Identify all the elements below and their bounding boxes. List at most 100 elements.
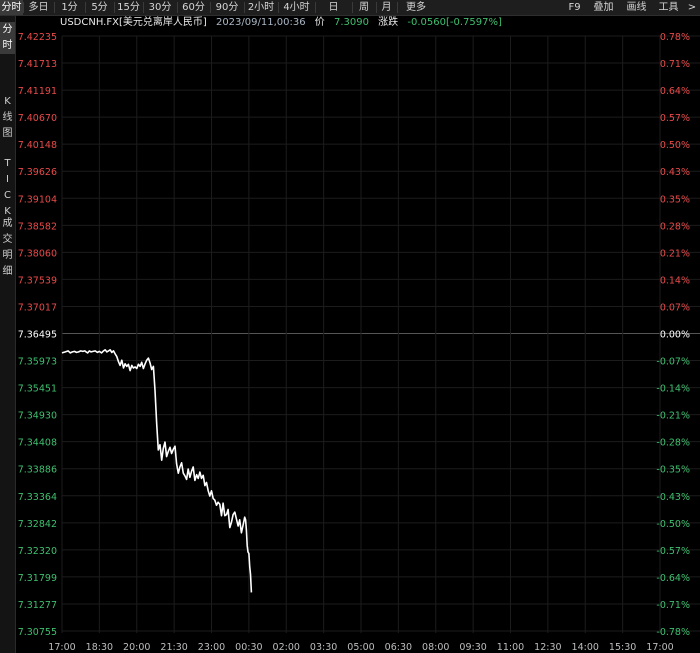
percent-tick-label: -0.50% (656, 519, 690, 530)
time-tick-label: 21:30 (160, 642, 187, 653)
tab-separator (278, 2, 279, 13)
percent-tick-label: -0.71% (656, 600, 690, 611)
percent-tick-label: -0.14% (656, 384, 690, 395)
tab-3[interactable]: 5分 (91, 2, 108, 13)
price-tick-label: 7.36495 (18, 330, 57, 341)
price-tick-label: 7.30755 (18, 627, 57, 638)
price-tick-label: 7.35451 (18, 384, 57, 395)
percent-tick-label: 0.57% (660, 113, 690, 124)
tab-separator (85, 2, 86, 13)
percent-tick-label: -0.28% (656, 438, 690, 449)
time-tick-label: 05:00 (347, 642, 374, 653)
tab-5[interactable]: 30分 (148, 2, 172, 13)
percent-tick-label: 0.43% (660, 167, 690, 178)
side-tab-0[interactable]: 分时 (0, 22, 15, 54)
price-tick-label: 7.38060 (18, 248, 57, 259)
percent-tick-label: 0.78% (660, 32, 690, 43)
datetime-label: 2023/09/11,00:36 (215, 17, 306, 28)
right-tab-2[interactable]: 画线 (626, 2, 647, 13)
right-tab-1[interactable]: 叠加 (593, 2, 614, 13)
time-tick-label: 20:00 (123, 642, 150, 653)
tab-12[interactable]: 月 (381, 2, 392, 13)
time-tick-label: 08:00 (422, 642, 449, 653)
tab-separator (244, 2, 245, 13)
side-tab-char: K (4, 206, 11, 217)
tab-separator (352, 2, 353, 13)
price-caption: 价 (314, 17, 325, 28)
tab-11[interactable]: 周 (359, 2, 369, 13)
price-tick-label: 7.33364 (18, 492, 57, 503)
time-tick-label: 15:30 (609, 642, 636, 653)
tab-10[interactable]: 日 (328, 2, 339, 13)
percent-axis: 0.78% 0.71% 0.64% 0.57% 0.50% 0.43% 0.35% 0.28%… (656, 32, 690, 638)
tab-4[interactable]: 15分 (117, 2, 140, 13)
tab-separator (177, 2, 178, 13)
percent-tick-label: 0.28% (660, 221, 690, 232)
side-tab-char: T (4, 158, 11, 169)
time-tick-label: 14:00 (572, 642, 599, 653)
tab-separator (114, 2, 115, 13)
time-tick-label: 23:00 (198, 642, 225, 653)
tab-13[interactable]: 更多 (406, 2, 426, 13)
percent-tick-label: -0.07% (656, 357, 690, 368)
tab-8[interactable]: 2小时 (247, 2, 275, 13)
time-tick-label: 17:00 (48, 642, 75, 653)
right-tab-3[interactable]: 工具 (658, 2, 679, 13)
side-tab-char: I (6, 174, 9, 185)
percent-tick-label: 0.35% (660, 194, 690, 205)
tab-separator (315, 2, 316, 13)
side-tab-char: 分 (2, 24, 13, 35)
tab-separator (23, 2, 24, 13)
tab-9[interactable]: 4小时 (283, 2, 310, 13)
price-tick-label: 7.39626 (18, 167, 57, 178)
right-tab-0[interactable]: F9 (568, 2, 581, 13)
time-tick-label: 17:00 (646, 642, 673, 653)
side-tab-char: C (4, 190, 11, 201)
price-tick-label: 7.31799 (18, 573, 57, 584)
side-tab-char: 线 (2, 112, 13, 123)
price-tick-label: 7.37539 (18, 275, 57, 286)
tab-1[interactable]: 多日 (28, 2, 49, 13)
chart-grid (61, 35, 700, 633)
price-tick-label: 7.34930 (18, 411, 57, 422)
time-tick-label: 11:00 (497, 642, 524, 653)
tab-0[interactable]: 分时 (0, 0, 23, 15)
tab-7[interactable]: 90分 (215, 2, 239, 13)
tab-separator (397, 2, 398, 13)
time-tick-label: 00:30 (235, 642, 262, 653)
percent-tick-label: -0.43% (656, 492, 690, 503)
price-tick-label: 7.31277 (18, 600, 57, 611)
price-tick-label: 7.37017 (18, 302, 57, 313)
price-tick-label: 7.34408 (18, 438, 57, 449)
time-tick-label: 02:00 (273, 642, 300, 653)
side-tab-3[interactable]: 成交明细 (0, 216, 15, 280)
change-caption: 涨跌 (378, 17, 399, 28)
tab-separator (54, 2, 55, 13)
price-line (61, 348, 253, 593)
price-tick-label: 7.35973 (18, 357, 57, 368)
tab-6[interactable]: 60分 (182, 2, 205, 13)
price-tick-label: 7.40670 (18, 113, 57, 124)
tab-2[interactable]: 1分 (61, 2, 78, 13)
side-tab-char: 交 (2, 234, 13, 245)
price-tick-label: 7.42235 (18, 32, 57, 43)
tab-separator (376, 2, 377, 13)
percent-tick-label: -0.21% (656, 411, 690, 422)
percent-tick-label: 0.14% (660, 275, 690, 286)
change-value: -0.0560[-0.7597%] (407, 17, 502, 28)
percent-tick-label: -0.35% (656, 465, 690, 476)
price-value: 7.3090 (333, 17, 369, 28)
right-tab-4[interactable]: > (687, 2, 697, 13)
time-tick-label: 06:30 (385, 642, 412, 653)
time-tick-label: 03:30 (310, 642, 337, 653)
price-tick-label: 7.38582 (18, 221, 57, 232)
side-tab-char: 细 (2, 266, 13, 277)
percent-tick-label: 0.64% (660, 86, 690, 97)
side-tab-char: 成 (2, 218, 13, 229)
time-tick-label: 09:30 (459, 642, 486, 653)
period-tab-bar: 分时 多日 1分 5分 15分 30分 60分 90分 2小时 4小时 日 周 月 更多 F9 叠加 画线 工具 > (0, 0, 700, 16)
